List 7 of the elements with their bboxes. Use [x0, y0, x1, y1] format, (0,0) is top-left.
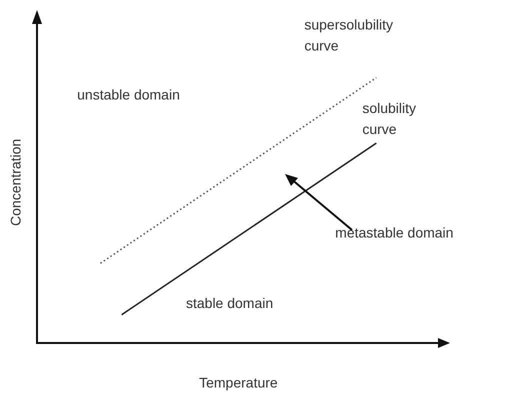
- y-axis-title: Concentration: [7, 138, 24, 226]
- series-label: solubility curve: [362, 100, 416, 138]
- annotation: unstable domain: [77, 86, 180, 103]
- annotation: stable domain: [186, 295, 274, 312]
- x-axis-title: Temperature: [199, 374, 278, 390]
- annotation: metastable domain: [335, 224, 454, 241]
- text: supersolubility curve: [304, 16, 394, 54]
